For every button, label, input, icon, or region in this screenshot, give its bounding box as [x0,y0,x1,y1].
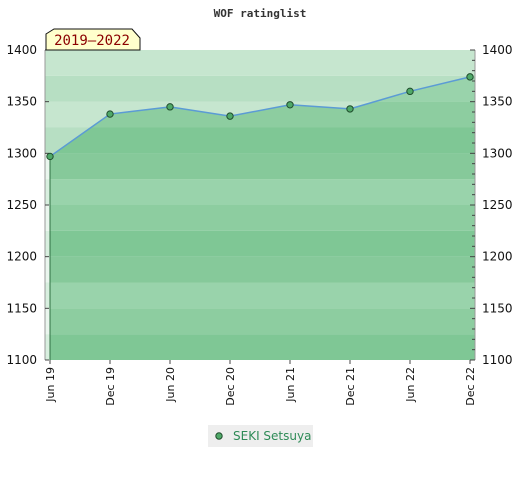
data-point [46,152,54,161]
area-band [50,308,475,335]
data-point [286,101,294,109]
area-band [50,179,475,205]
area-band [50,205,475,231]
y-tick-label-left: 1200 [6,250,37,264]
y-tick-label-left: 1150 [6,301,37,315]
x-tick-label: Jun 19 [44,367,57,403]
data-point [406,87,414,96]
legend-box [208,425,313,447]
area-band [50,334,475,360]
series-points [46,73,474,161]
y-tick-label-right: 1250 [482,198,513,212]
x-tick-label: Jun 21 [284,367,297,403]
y-tick-label-left: 1400 [6,43,37,57]
y-axis-left: 1100 1150 1200 1250 1300 1350 1400 [6,43,49,367]
area-band [50,230,475,257]
y-tick-label-right: 1100 [482,353,513,367]
area-band [50,282,475,309]
y-tick-label-right: 1350 [482,95,513,109]
period-badge: 2019–2022 [45,28,141,51]
y-axis-right: 1100 1150 1200 1250 1300 1350 1400 [470,43,513,367]
y-tick-label-left: 1100 [6,353,37,367]
area-layer [49,76,475,360]
series-line [49,76,471,158]
legend[interactable]: SEKI Setsuya [208,425,313,447]
legend-series-label: SEKI Setsuya [233,429,311,443]
x-axis: Jun 19 Dec 19 Jun 20 Dec 20 Jun 21 Dec 21 Jun … [44,360,477,406]
x-tick-label: Dec 20 [224,367,237,406]
y-tick-label-left: 1250 [6,198,37,212]
period-badge-label: 2019–2022 [54,33,130,49]
y-tick-label-left: 1350 [6,95,37,109]
y-tick-label-right: 1300 [482,146,513,160]
chart-title: WOF ratinglist [214,7,307,20]
area-band [50,127,475,154]
x-tick-label: Dec 19 [104,367,117,406]
data-point [466,73,474,81]
grid-band [45,50,475,76]
x-tick-label: Dec 22 [464,367,477,406]
y-tick-label-right: 1400 [482,43,513,57]
x-tick-label: Jun 22 [404,367,417,403]
data-point [166,103,174,111]
series-area [50,76,475,360]
y-tick-label-right: 1200 [482,250,513,264]
legend-marker-icon [215,432,223,440]
x-tick-label: Jun 20 [164,367,177,403]
series-line-layer [49,76,471,158]
data-point [346,105,354,113]
area-band [50,256,475,283]
y-tick-label-right: 1150 [482,301,513,315]
period-badge-shape [45,28,141,51]
y-tick-label-left: 1300 [6,146,37,160]
data-point [226,112,234,120]
x-tick-label: Dec 21 [344,367,357,406]
area-band [50,153,475,180]
data-point [106,110,114,118]
